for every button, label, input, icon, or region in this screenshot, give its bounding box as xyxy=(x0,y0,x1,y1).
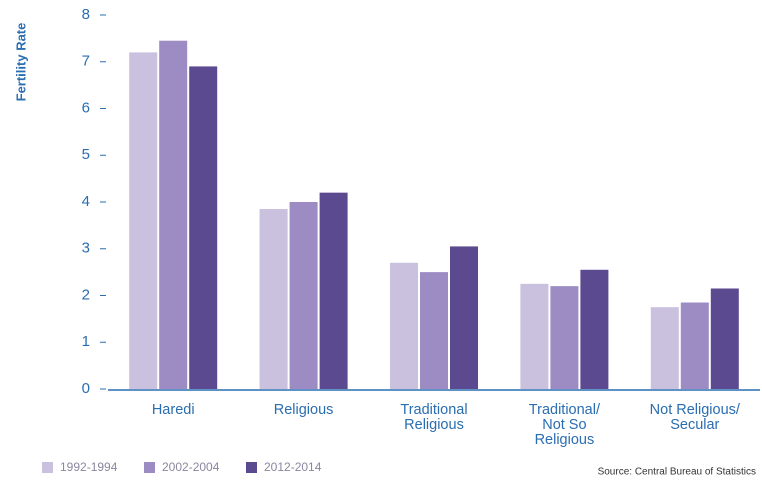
bar xyxy=(159,41,187,389)
y-tick-label: 8 xyxy=(82,6,90,23)
legend-label: 2002-2004 xyxy=(162,460,220,474)
y-tick-label: 1 xyxy=(82,333,90,350)
bar xyxy=(260,209,288,389)
x-tick-label: Not Religious/Secular xyxy=(650,402,741,433)
legend-label: 2012-2014 xyxy=(264,460,322,474)
y-tick-label: 0 xyxy=(82,380,90,397)
y-tick-label: 2 xyxy=(82,286,90,303)
x-tick-label: Religious xyxy=(274,402,334,418)
y-tick-label: 4 xyxy=(82,193,90,210)
bar xyxy=(390,263,418,389)
x-tick-label: Haredi xyxy=(152,402,195,418)
bar xyxy=(320,193,348,389)
y-tick-label: 7 xyxy=(82,53,90,70)
y-tick-label: 5 xyxy=(82,146,90,163)
bar xyxy=(550,286,578,389)
legend-swatch xyxy=(42,462,53,473)
legend-swatch xyxy=(246,462,257,473)
legend-swatch xyxy=(144,462,155,473)
bar xyxy=(580,270,608,389)
y-axis-label: Fertility Rate xyxy=(13,23,28,102)
source: Source: Central Bureau of Statistics xyxy=(598,467,756,478)
bar xyxy=(189,66,217,389)
y-tick-label: 6 xyxy=(82,99,90,116)
bar xyxy=(450,246,478,389)
bar xyxy=(651,307,679,389)
bar xyxy=(520,284,548,389)
bar xyxy=(711,288,739,389)
bar xyxy=(129,52,157,389)
bar xyxy=(420,272,448,389)
y-tick-label: 3 xyxy=(82,240,90,257)
legend-label: 1992-1994 xyxy=(60,460,118,474)
bar xyxy=(290,202,318,389)
bar xyxy=(681,303,709,389)
chart: Fertility Rate Source: Central Bureau of… xyxy=(0,0,762,485)
